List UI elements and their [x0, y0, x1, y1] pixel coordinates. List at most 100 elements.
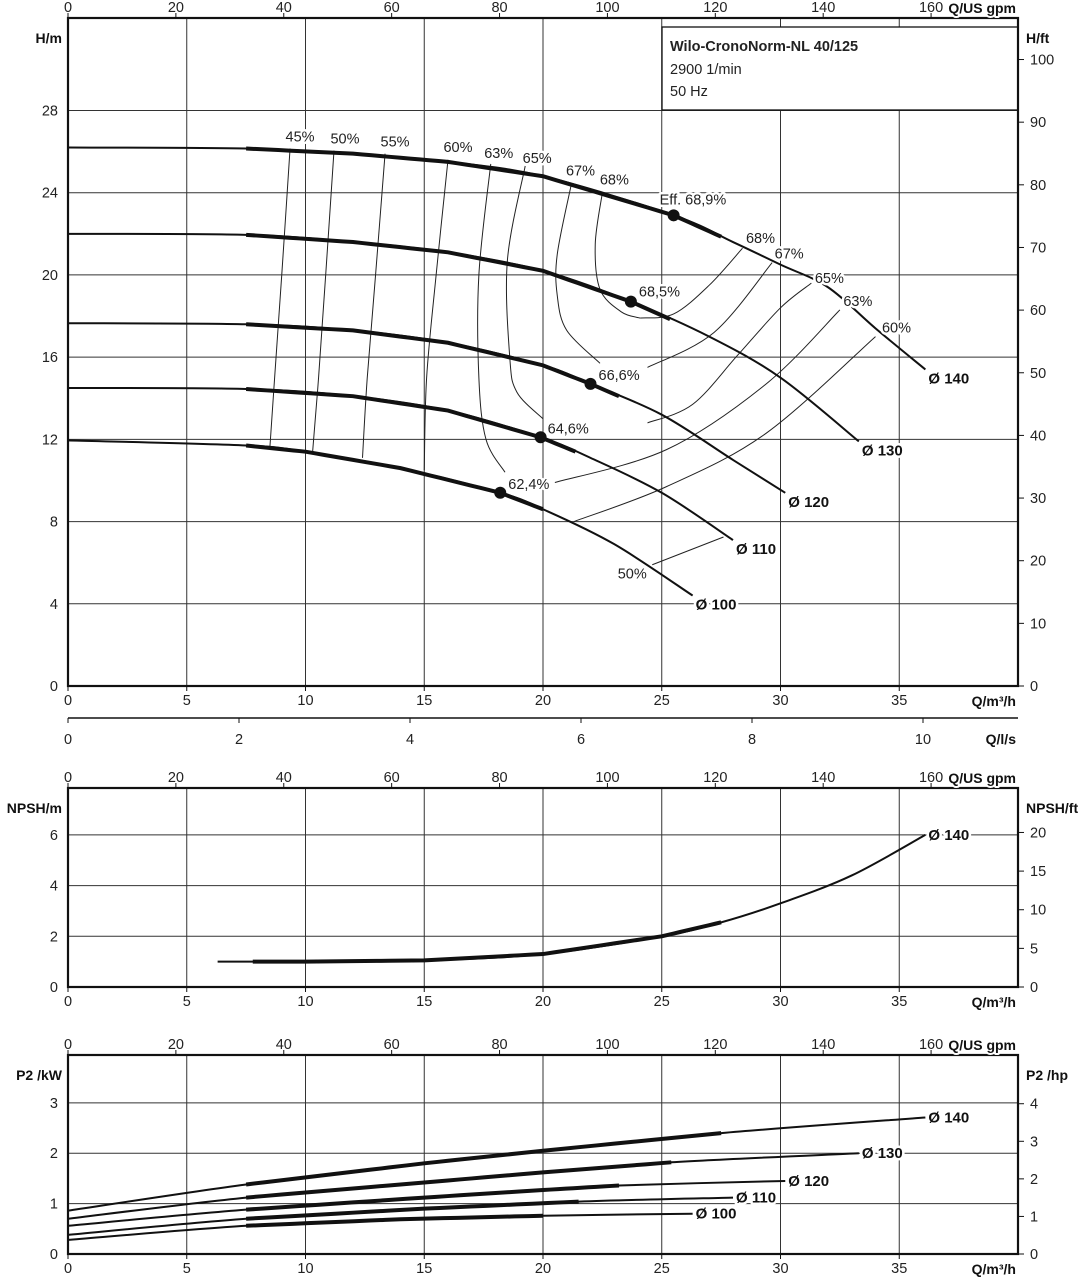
x-tick-label: 25 [654, 994, 670, 1010]
y-tick-label: 4 [50, 879, 58, 895]
pump-model-name: Wilo-CronoNorm-NL 40/125 [670, 39, 858, 55]
efficiency-curve [505, 165, 544, 420]
x-tick-label: 5 [183, 1261, 191, 1277]
efficiency-label: 67% [775, 247, 804, 263]
x-tick-label: 20 [535, 994, 551, 1010]
preferred-range-segment [252, 920, 722, 964]
x2-tick-label: 80 [491, 1037, 507, 1053]
preferred-range-segment [246, 322, 620, 399]
y-tick-label: 3 [50, 1096, 58, 1112]
x-tick-label: 10 [297, 693, 313, 709]
efficiency-curve [573, 336, 876, 523]
x3-tick-label: 6 [577, 732, 585, 748]
y2-tick-label: 60 [1030, 303, 1046, 319]
x-tick-label: 15 [416, 994, 432, 1010]
pump-frequency: 50 Hz [670, 84, 708, 100]
head-chart: Wilo-CronoNorm-NL 40/125 2900 1/min 50 Hz 0… [34, 0, 1055, 749]
y-tick-label: 0 [50, 1247, 58, 1263]
x-tick-label: 20 [535, 693, 551, 709]
x2-tick-label: 160 [919, 1037, 943, 1053]
bep-efficiency-label: 64,6% [548, 421, 589, 437]
x2-tick-label: 100 [595, 1037, 619, 1053]
efficiency-label: 67% [566, 163, 595, 179]
x3-axis-label: Q/l/s [986, 731, 1017, 747]
efficiency-curve [362, 153, 386, 458]
y-tick-label: 1 [50, 1197, 58, 1213]
x2-tick-label: 80 [491, 0, 507, 16]
x-tick-label: 30 [772, 994, 788, 1010]
y2-tick-label: 2 [1030, 1172, 1038, 1188]
y-tick-label: 16 [42, 350, 58, 366]
x-tick-label: 30 [772, 1261, 788, 1277]
x2-tick-label: 20 [168, 1037, 184, 1053]
y2-tick-label: 15 [1030, 864, 1046, 880]
x-tick-label: 0 [64, 1261, 72, 1277]
efficiency-label: 50% [330, 132, 359, 148]
x2-tick-label: 20 [168, 0, 184, 16]
y-tick-label: 0 [50, 679, 58, 695]
curve-110 [67, 386, 734, 541]
x-tick-label: 0 [64, 693, 72, 709]
efficiency-curve [554, 309, 841, 483]
efficiency-curve [640, 247, 743, 319]
x2-axis-label: Q/US gpm [948, 770, 1016, 786]
y-tick-label: 2 [50, 929, 58, 945]
x-axis-label: Q/m³/h [972, 693, 1016, 709]
y2-axis-label: H/ft [1026, 30, 1050, 46]
y-tick-label: 24 [42, 186, 58, 202]
y2-tick-label: 10 [1030, 616, 1046, 632]
x2-tick-label: 40 [276, 0, 292, 16]
diameter-label: Ø 110 [736, 541, 776, 558]
bep-efficiency-label: Eff. 68,9% [660, 192, 727, 208]
diameter-label: Ø 130 [862, 1145, 903, 1162]
efficiency-label: 45% [286, 130, 315, 146]
y-axis-label: P2 /kW [16, 1067, 63, 1083]
x2-tick-label: 140 [811, 770, 835, 786]
diameter-label: Ø 140 [928, 827, 969, 844]
diameter-label: Ø 120 [788, 1173, 829, 1190]
efficiency-curve [312, 150, 335, 452]
x2-tick-label: 40 [276, 770, 292, 786]
y-tick-label: 28 [42, 103, 58, 119]
y-axis-label: NPSH/m [7, 800, 62, 816]
y2-tick-label: 50 [1030, 366, 1046, 382]
preferred-range-segment [246, 1213, 544, 1228]
efficiency-label: 63% [484, 146, 513, 162]
y-tick-label: 8 [50, 515, 58, 531]
x2-tick-label: 100 [595, 770, 619, 786]
preferred-range-segment [246, 1199, 579, 1221]
bep-efficiency-label: 66,6% [599, 368, 640, 384]
x-tick-label: 10 [297, 1261, 313, 1277]
x-tick-label: 15 [416, 1261, 432, 1277]
x3-tick-label: 4 [406, 732, 414, 748]
diameter-label: Ø 120 [788, 494, 829, 511]
y2-tick-label: 100 [1030, 53, 1054, 69]
x2-tick-label: 160 [919, 0, 943, 16]
preferred-range-segment [245, 1131, 722, 1187]
x2-tick-label: 140 [811, 0, 835, 16]
efficiency-curve [477, 163, 506, 473]
best-efficiency-point [494, 486, 507, 499]
x2-tick-label: 120 [703, 0, 727, 16]
bep-efficiency-label: 68,5% [639, 285, 680, 301]
x2-tick-label: 120 [703, 1037, 727, 1053]
x-tick-label: 15 [416, 693, 432, 709]
efficiency-label: 68% [746, 231, 775, 247]
y2-tick-label: 80 [1030, 178, 1046, 194]
x2-tick-label: 60 [384, 770, 400, 786]
y-tick-label: 20 [42, 268, 58, 284]
efficiency-label: 65% [815, 271, 844, 287]
y2-tick-label: 3 [1030, 1134, 1038, 1150]
diameter-label: Ø 140 [928, 1109, 969, 1126]
x-axis-label: Q/m³/h [972, 994, 1016, 1010]
power-chart: 0 5 10 15 20 25 30 35 Q/m³/h0 20 40 60 80 100 120 140 16… [14, 1035, 1070, 1279]
y-tick-label: 0 [50, 980, 58, 996]
x2-tick-label: 20 [168, 770, 184, 786]
efficiency-curve [269, 148, 291, 448]
x-tick-label: 35 [891, 693, 907, 709]
x-tick-label: 35 [891, 1261, 907, 1277]
pump-speed: 2900 1/min [670, 62, 742, 78]
y2-tick-label: 20 [1030, 554, 1046, 570]
x-tick-label: 30 [772, 693, 788, 709]
